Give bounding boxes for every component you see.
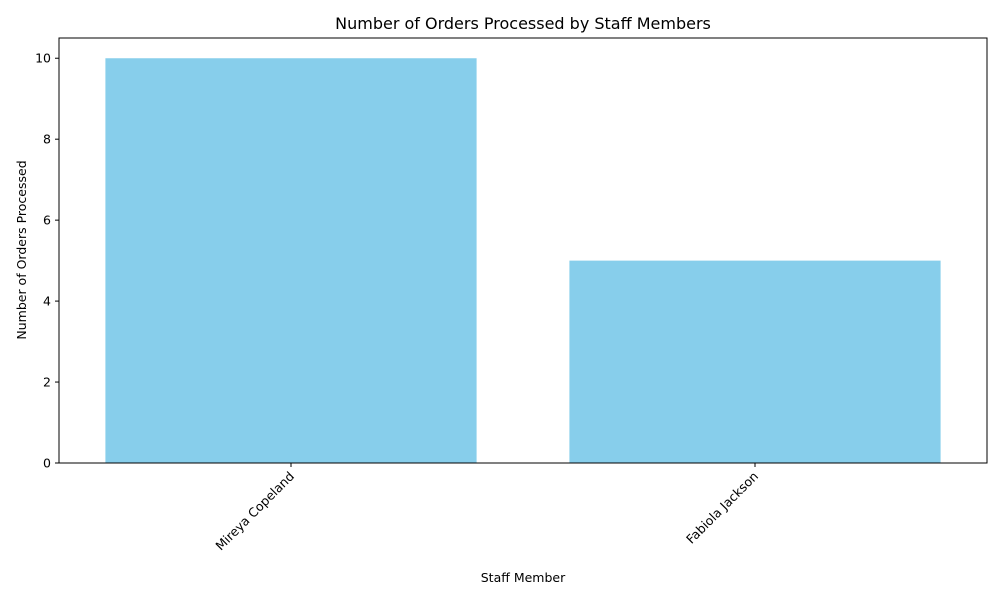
bars-layer — [105, 58, 941, 463]
y-tick-label: 4 — [43, 294, 51, 309]
y-axis-label: Number of Orders Processed — [14, 160, 29, 339]
x-tick-label: Mireya Copeland — [212, 469, 297, 554]
bar-mireya-copeland — [105, 58, 477, 463]
x-tick-label: Fabiola Jackson — [683, 469, 761, 547]
plot-frame — [58, 37, 988, 464]
y-tick-label: 8 — [43, 132, 51, 147]
x-axis-ticks: Mireya Copeland Fabiola Jackson — [212, 463, 761, 553]
chart-title: Number of Orders Processed by Staff Memb… — [335, 14, 711, 33]
y-tick-label: 2 — [43, 375, 51, 390]
y-tick-label: 0 — [43, 456, 51, 471]
y-tick-label: 6 — [43, 213, 51, 228]
y-tick-label: 10 — [35, 51, 51, 66]
x-axis-label: Staff Member — [481, 570, 566, 585]
y-axis-ticks: 0 2 4 6 8 10 — [35, 51, 59, 471]
bar-fabiola-jackson — [569, 260, 941, 463]
